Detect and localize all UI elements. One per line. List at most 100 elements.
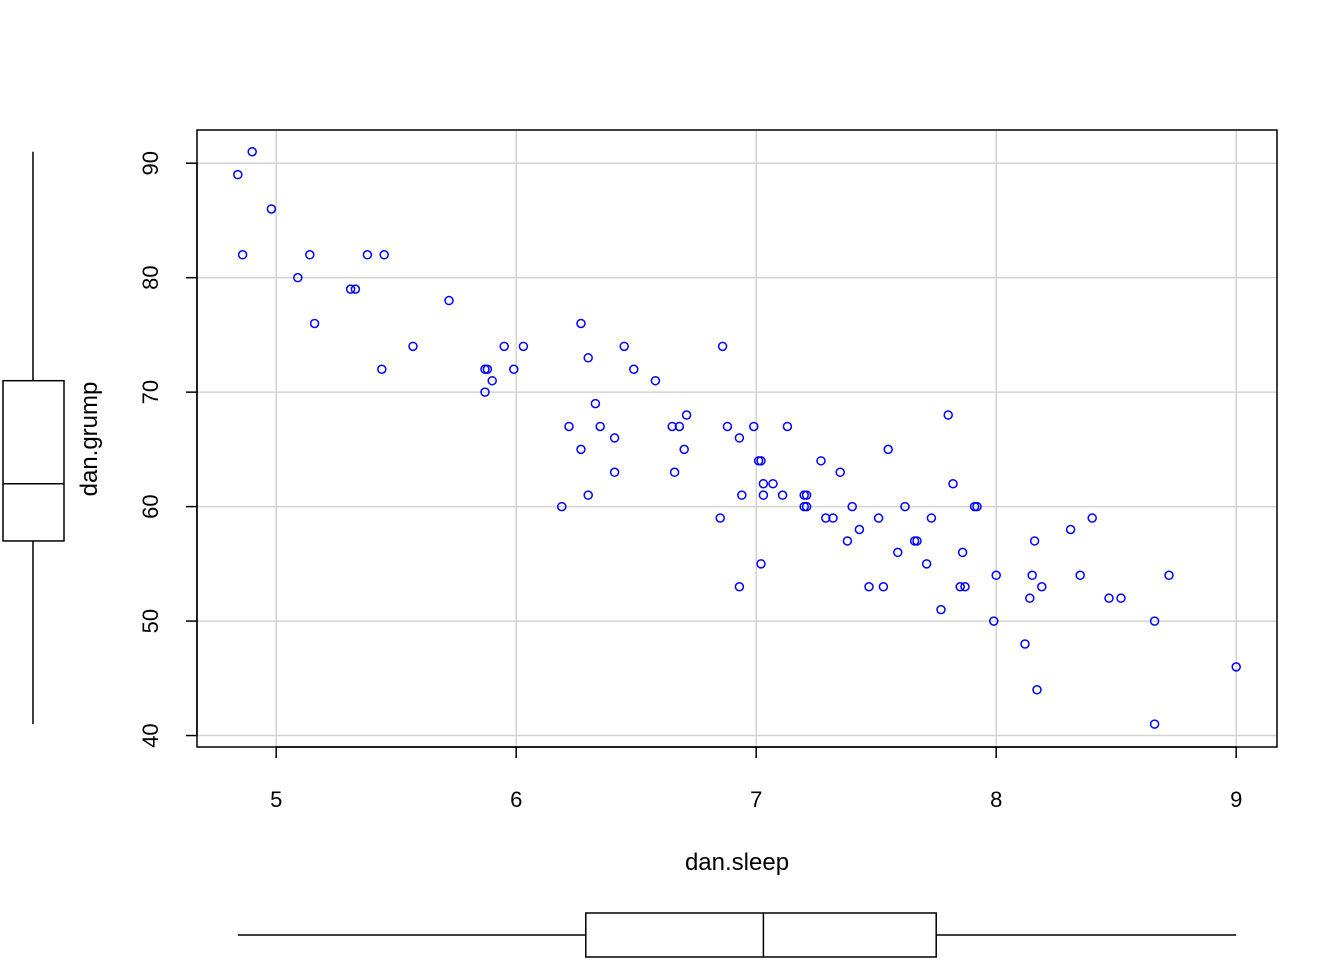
data-point xyxy=(583,490,593,500)
data-point xyxy=(1231,662,1241,672)
data-point xyxy=(509,364,519,374)
data-point xyxy=(878,581,889,592)
x-tick-label: 9 xyxy=(1230,787,1242,812)
data-point xyxy=(583,353,593,363)
grid-lines xyxy=(197,130,1277,747)
data-point xyxy=(345,284,356,294)
data-point xyxy=(444,295,454,306)
y-tick-label: 70 xyxy=(138,380,163,404)
data-point xyxy=(595,421,605,432)
data-point xyxy=(957,547,968,558)
data-point xyxy=(749,421,759,432)
data-point xyxy=(854,524,865,535)
data-point xyxy=(936,604,946,615)
y-tick-label: 90 xyxy=(138,151,163,175)
data-point xyxy=(408,341,418,352)
data-point xyxy=(756,559,766,569)
y-tick-label: 50 xyxy=(138,609,163,633)
data-point xyxy=(955,581,965,592)
data-point xyxy=(835,467,845,478)
data-point xyxy=(717,341,728,352)
data-point xyxy=(576,318,586,329)
y-boxplot xyxy=(2,151,65,725)
data-point xyxy=(499,341,509,352)
data-point xyxy=(1027,570,1037,581)
data-point xyxy=(674,421,685,432)
data-point xyxy=(1164,570,1174,581)
data-point xyxy=(1149,719,1160,729)
data-point xyxy=(893,547,903,558)
data-point xyxy=(1065,524,1076,535)
data-point xyxy=(948,478,958,489)
data-point xyxy=(518,341,529,352)
y-tick-label: 40 xyxy=(138,723,163,747)
data-point xyxy=(650,375,661,386)
x-axis-title: dan.sleep xyxy=(685,849,789,876)
data-point xyxy=(293,272,303,283)
x-tick-label: 7 xyxy=(750,787,762,812)
y-boxplot-box xyxy=(2,379,65,542)
y-axis: 40 50 60 70 80 90 xyxy=(138,151,198,748)
data-point xyxy=(715,513,725,523)
data-point xyxy=(921,559,932,569)
data-point xyxy=(1029,536,1040,546)
data-point xyxy=(943,410,953,420)
data-point xyxy=(237,250,248,260)
x-axis: 5 6 7 8 9 xyxy=(270,746,1242,812)
data-point xyxy=(991,570,1001,581)
y-axis-title: dan.grump xyxy=(76,382,103,497)
x-boxplot xyxy=(237,912,1237,958)
data-point xyxy=(564,421,574,432)
data-point xyxy=(233,169,243,180)
data-point xyxy=(801,490,812,500)
data-point xyxy=(629,364,639,374)
data-point xyxy=(1116,593,1126,603)
data-point xyxy=(576,444,586,455)
data-point xyxy=(667,421,677,432)
data-point xyxy=(816,456,826,466)
data-point xyxy=(883,444,893,455)
data-point xyxy=(1087,513,1097,523)
data-point xyxy=(989,616,999,626)
data-point xyxy=(734,581,745,592)
data-point xyxy=(609,433,620,443)
data-point xyxy=(734,433,745,443)
data-point xyxy=(768,478,778,489)
data-point xyxy=(1020,639,1030,649)
y-tick-label: 60 xyxy=(138,494,163,518)
data-point xyxy=(1037,581,1047,592)
data-point xyxy=(758,478,769,489)
data-point xyxy=(864,581,874,592)
data-point xyxy=(960,581,970,592)
data-point xyxy=(681,410,692,420)
plot-frame xyxy=(196,129,1278,748)
data-point xyxy=(669,467,680,478)
data-points xyxy=(233,146,1241,729)
x-tick-label: 6 xyxy=(510,787,522,812)
data-point xyxy=(266,204,277,214)
data-point xyxy=(480,387,490,397)
data-point xyxy=(926,513,937,523)
data-point xyxy=(782,421,793,432)
data-point xyxy=(377,364,387,374)
data-point xyxy=(309,318,320,329)
data-point xyxy=(482,364,493,374)
data-point xyxy=(679,444,689,455)
data-point xyxy=(557,501,567,512)
data-point xyxy=(821,513,831,523)
data-point xyxy=(873,513,884,523)
data-point xyxy=(379,250,389,260)
data-point xyxy=(487,375,497,386)
data-point xyxy=(722,421,733,432)
data-point xyxy=(1104,593,1114,603)
data-point xyxy=(619,341,629,352)
x-tick-label: 5 xyxy=(270,787,282,812)
x-tick-label: 8 xyxy=(990,787,1002,812)
data-point xyxy=(801,501,812,512)
data-point xyxy=(1149,616,1160,626)
data-point xyxy=(590,398,601,409)
data-point xyxy=(1032,685,1042,695)
data-point xyxy=(842,536,853,546)
x-boxplot-box xyxy=(585,912,937,958)
